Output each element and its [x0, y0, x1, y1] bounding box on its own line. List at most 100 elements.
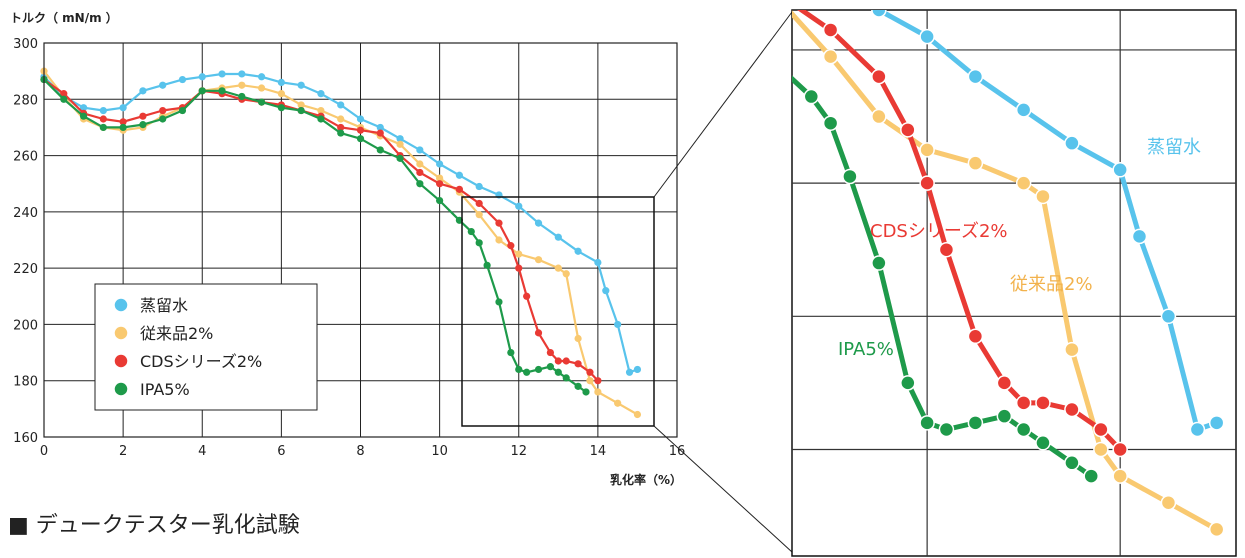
series-point — [534, 329, 543, 337]
inset-series — [775, 0, 1225, 538]
series-point — [515, 365, 523, 374]
inset-series-point — [1160, 494, 1177, 511]
series-point — [554, 368, 562, 376]
inset-series-point — [822, 115, 839, 131]
figure-caption: ■ デュークテスター乳化試験 — [8, 513, 300, 538]
inset-label-cds: CDSシリーズ2% — [870, 221, 1008, 242]
y-tick-label: 260 — [13, 150, 38, 165]
series-point — [574, 360, 582, 368]
series-point — [257, 84, 266, 92]
series-point — [238, 70, 246, 78]
series-point — [582, 388, 590, 396]
series-point — [455, 185, 464, 193]
series-point — [614, 399, 622, 407]
series-point — [633, 365, 642, 374]
series-point — [79, 104, 88, 112]
inset-series-point — [803, 88, 820, 105]
legend-marker — [113, 381, 129, 397]
legend-label: CDSシリーズ2% — [140, 352, 262, 371]
series-point — [455, 171, 464, 179]
series-point — [483, 261, 491, 269]
legend-marker — [113, 353, 129, 369]
series-point — [79, 112, 88, 120]
series-point — [139, 87, 147, 95]
series-point — [277, 90, 285, 98]
series-point — [594, 388, 602, 396]
series-point — [238, 92, 246, 101]
inset-series-line — [872, 10, 1218, 432]
inset-series-point — [1093, 421, 1109, 438]
inset-series-point — [919, 142, 935, 158]
legend-label: IPA5% — [140, 380, 190, 399]
inset-series-point — [871, 10, 887, 18]
inset-series-point — [1208, 415, 1225, 431]
inset-series-point — [1035, 435, 1051, 451]
series-point — [416, 146, 424, 154]
inset-series-point — [871, 108, 887, 125]
y-axis-title: トルク（ mN/m ） — [10, 10, 118, 25]
inset-series-point — [1015, 395, 1032, 411]
series-point — [594, 258, 602, 267]
series-point — [257, 98, 266, 106]
series-point — [376, 123, 384, 132]
inset-series-point — [967, 415, 984, 431]
x-tick-label: 16 — [669, 444, 686, 459]
inset-series-point — [919, 175, 935, 191]
series-point — [396, 135, 404, 143]
inset-series-point — [1112, 468, 1128, 484]
series-point — [238, 81, 246, 89]
inset-series-point — [1208, 521, 1225, 538]
series-point — [218, 87, 226, 95]
series-point — [495, 219, 503, 227]
x-tick-label: 0 — [40, 444, 48, 459]
x-tick-label: 10 — [431, 444, 448, 459]
series-point — [416, 168, 424, 177]
inset-label-conventional: 従来品2% — [1010, 274, 1093, 295]
zoom-region-box — [461, 196, 655, 427]
inset-series-line — [792, 10, 1218, 532]
inset-series-2 — [775, 0, 1128, 458]
series-point — [317, 115, 325, 123]
series-point — [257, 73, 266, 81]
series-point — [139, 112, 147, 120]
y-tick-label: 220 — [13, 262, 38, 277]
y-tick-label: 200 — [13, 318, 38, 333]
series-point — [198, 87, 206, 95]
y-tick-label: 240 — [13, 206, 38, 221]
series-point — [586, 368, 594, 376]
series-point — [317, 90, 325, 98]
inset-series-point — [996, 408, 1013, 424]
series-point — [507, 348, 515, 357]
inset-series-point — [842, 168, 858, 185]
legend-item: IPA5% — [113, 380, 190, 399]
x-axis-title: 乳化率（%） — [610, 472, 682, 487]
inset-series-point — [1064, 455, 1080, 471]
series-point — [586, 377, 594, 385]
legend-item: 従来品2% — [113, 324, 213, 343]
inset-series-point — [967, 155, 984, 171]
series-point — [356, 126, 365, 134]
series-3 — [40, 75, 590, 396]
series-point — [178, 106, 187, 115]
y-tick-label: 280 — [13, 93, 38, 108]
series-point — [633, 410, 642, 419]
inset-series-point — [1112, 441, 1128, 458]
series-point — [337, 123, 345, 132]
series-point — [436, 197, 444, 205]
series-point — [455, 216, 464, 224]
series-point — [436, 160, 444, 168]
inset-series-point — [775, 63, 789, 77]
inset-grid — [792, 10, 1236, 556]
inset-series-point — [822, 48, 839, 65]
series-point — [337, 129, 345, 137]
series-point — [416, 160, 424, 168]
inset-series-point — [775, 0, 789, 4]
series-point — [467, 227, 475, 236]
series-point — [574, 247, 582, 255]
inset-series-point — [938, 241, 955, 258]
inset-series-point — [775, 0, 789, 10]
inset-series-point — [1131, 228, 1148, 245]
inset-series-point — [967, 68, 984, 85]
